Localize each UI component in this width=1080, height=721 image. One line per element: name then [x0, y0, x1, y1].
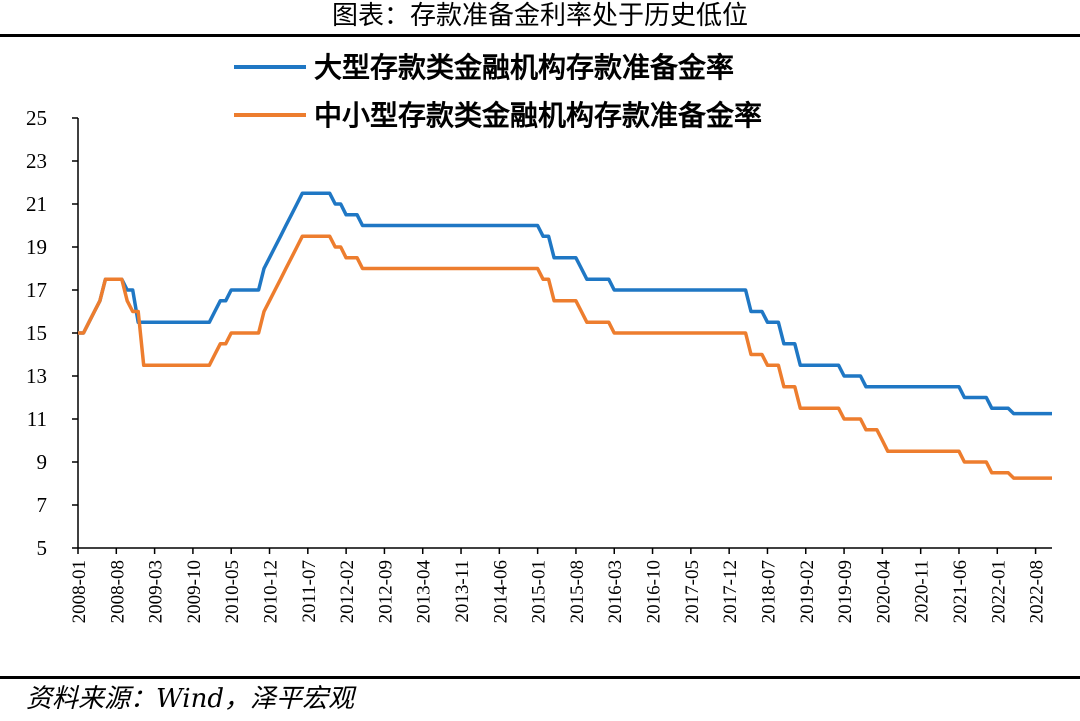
x-tick-label: 2017-12: [720, 560, 741, 623]
x-tick-label: 2010-05: [222, 560, 243, 623]
x-tick-label: 2008-01: [69, 560, 90, 623]
chart-series: [78, 191, 1052, 480]
series-line-0: [78, 191, 1052, 416]
y-tick-label: 15: [26, 321, 47, 345]
legend-label-0: 大型存款类金融机构存款准备金率: [314, 51, 734, 84]
chart-axes: [77, 118, 1052, 549]
footer-divider: [0, 676, 1080, 679]
x-tick-label: 2014-06: [490, 560, 511, 623]
y-tick-label: 19: [26, 235, 47, 259]
x-tick-label: 2016-03: [605, 560, 626, 623]
x-tick-label: 2015-08: [567, 560, 588, 623]
legend-label-1: 中小型存款类金融机构存款准备金率: [314, 99, 762, 132]
y-tick-label: 11: [27, 407, 47, 431]
x-tick-label: 2021-06: [950, 560, 971, 623]
y-tick-label: 7: [37, 493, 48, 517]
x-tick-label: 2020-11: [912, 560, 933, 623]
x-axis-ticks: 2008-01 2008-08 2009-03 2009-10 2010-05 2010-…: [69, 548, 1048, 623]
y-tick-label: 13: [26, 364, 47, 388]
y-tick-label: 21: [26, 192, 47, 216]
x-tick-label: 2009-03: [146, 560, 167, 623]
x-tick-label: 2013-04: [414, 560, 435, 624]
x-tick-label: 2008-08: [107, 560, 128, 623]
x-tick-label: 2019-09: [835, 560, 856, 623]
x-tick-label: 2009-10: [184, 560, 205, 623]
x-tick-label: 2022-01: [988, 560, 1009, 623]
y-tick-label: 17: [26, 278, 47, 302]
x-tick-label: 2010-12: [261, 560, 282, 623]
chart-title: 图表：存款准备金利率处于历史低位: [331, 1, 748, 31]
source-note: 资料来源：Wind，泽平宏观: [26, 684, 354, 714]
x-tick-label: 2012-02: [337, 560, 358, 623]
series-line-1: [78, 234, 1052, 480]
y-tick-label: 5: [37, 536, 48, 560]
y-tick-label: 9: [37, 450, 48, 474]
y-tick-label: 25: [26, 106, 47, 130]
x-tick-label: 2011-07: [299, 560, 320, 623]
x-tick-label: 2018-07: [758, 560, 779, 623]
x-tick-label: 2017-05: [682, 560, 703, 623]
title-divider: [0, 34, 1080, 37]
x-tick-label: 2022-08: [1027, 560, 1048, 623]
x-tick-label: 2020-04: [873, 560, 894, 624]
y-tick-label: 23: [26, 149, 47, 173]
x-tick-label: 2012-09: [375, 560, 396, 623]
x-tick-label: 2016-10: [644, 560, 665, 623]
x-tick-label: 2019-02: [797, 560, 818, 623]
x-tick-label: 2015-01: [529, 560, 550, 623]
x-tick-label: 2013-11: [452, 560, 473, 623]
y-axis-ticks: 5 7 9 11 13 15 17 19 21 23 25: [26, 106, 78, 560]
